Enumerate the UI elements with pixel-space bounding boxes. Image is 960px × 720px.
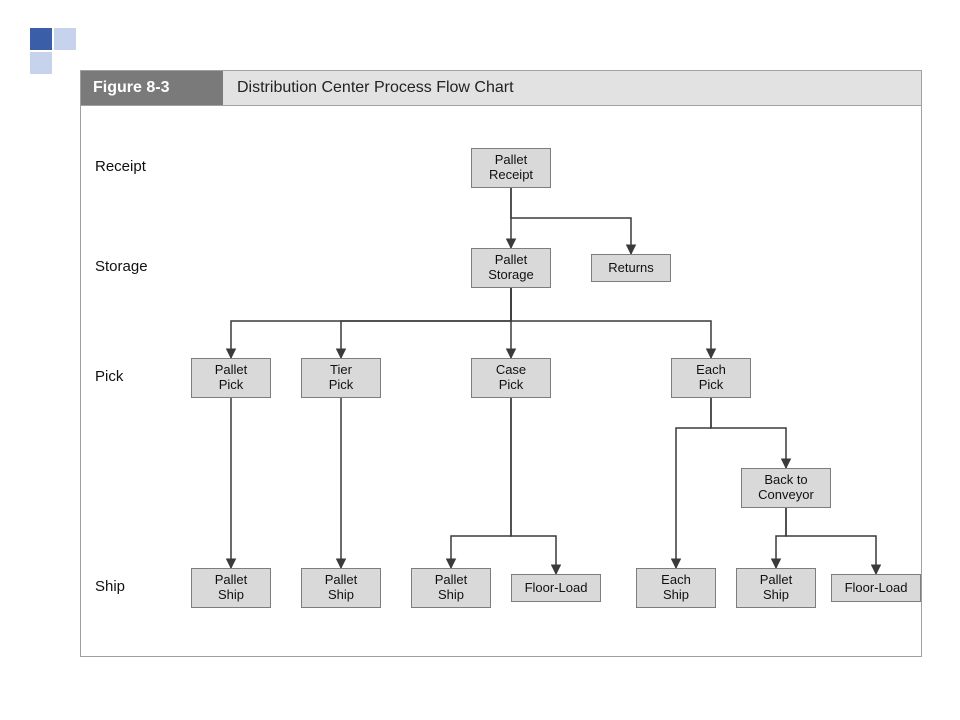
edge-pallet_storage-each_pick: [511, 288, 711, 358]
flowchart-node-each_pick: EachPick: [671, 358, 751, 398]
figure-number: Figure 8-3: [81, 71, 223, 105]
flowchart-node-ship_each: EachShip: [636, 568, 716, 608]
decor-square: [30, 52, 52, 74]
edge-back_conv-ship_pallet4: [776, 508, 786, 568]
row-label-storage: Storage: [95, 258, 148, 275]
flowchart-node-back_conv: Back toConveyor: [741, 468, 831, 508]
decor-square: [54, 28, 76, 50]
flowchart-node-tier_pick: TierPick: [301, 358, 381, 398]
row-label-receipt: Receipt: [95, 158, 146, 175]
decor-square: [30, 28, 52, 50]
flowchart-node-ship_floor1: Floor-Load: [511, 574, 601, 602]
flowchart-node-ship_floor2: Floor-Load: [831, 574, 921, 602]
edge-case_pick-ship_floor1: [511, 398, 556, 574]
edge-pallet_storage-pallet_pick: [231, 288, 511, 358]
flowchart-node-case_pick: CasePick: [471, 358, 551, 398]
edge-case_pick-ship_pallet3: [451, 398, 511, 568]
row-label-pick: Pick: [95, 368, 123, 385]
edge-back_conv-ship_floor2: [786, 508, 876, 574]
figure-container: Figure 8-3 Distribution Center Process F…: [80, 70, 922, 657]
figure-header: Figure 8-3 Distribution Center Process F…: [81, 71, 921, 106]
figure-title: Distribution Center Process Flow Chart: [223, 71, 921, 105]
edge-pallet_storage-tier_pick: [341, 288, 511, 358]
flowchart-area: Receipt Storage Pick Ship PalletReceipt P…: [81, 106, 921, 657]
edge-each_pick-ship_each: [676, 398, 711, 568]
slide: Figure 8-3 Distribution Center Process F…: [0, 0, 960, 720]
edge-pallet_receipt-returns: [511, 188, 631, 254]
flowchart-node-pallet_pick: PalletPick: [191, 358, 271, 398]
edge-each_pick-back_conv: [711, 398, 786, 468]
flowchart-node-ship_pallet3: PalletShip: [411, 568, 491, 608]
flowchart-node-ship_pallet2: PalletShip: [301, 568, 381, 608]
flowchart-node-returns: Returns: [591, 254, 671, 282]
flowchart-node-pallet_storage: PalletStorage: [471, 248, 551, 288]
flowchart-node-ship_pallet1: PalletShip: [191, 568, 271, 608]
flowchart-node-ship_pallet4: PalletShip: [736, 568, 816, 608]
flowchart-node-pallet_receipt: PalletReceipt: [471, 148, 551, 188]
row-label-ship: Ship: [95, 578, 125, 595]
